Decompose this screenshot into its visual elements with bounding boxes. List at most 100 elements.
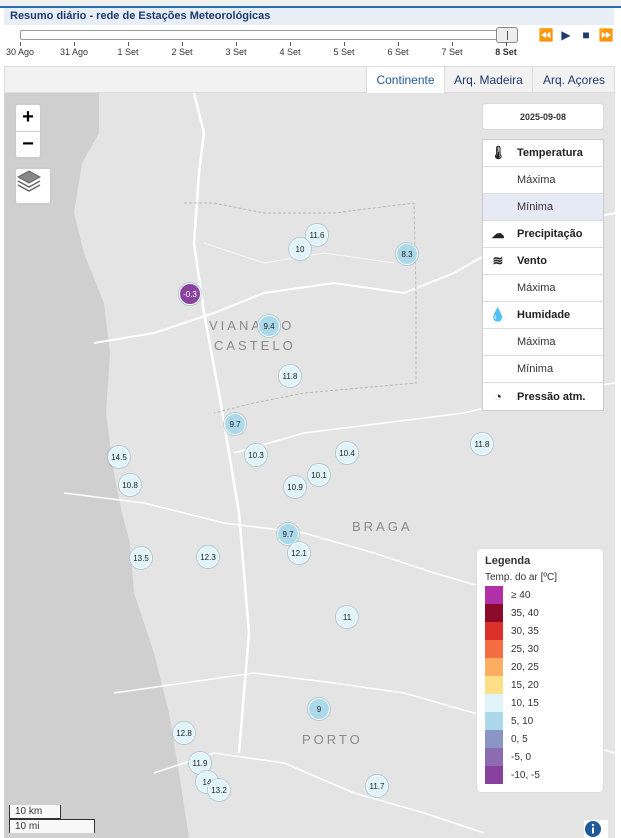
- variable-selector: 🌡 Temperatura Máxima Mínima ☁ Precipitação…: [482, 139, 604, 411]
- station-marker[interactable]: 9.7: [277, 523, 299, 545]
- legend-swatch: [485, 766, 503, 784]
- thermometer-icon: 🌡: [489, 145, 507, 160]
- timeline-tick: [236, 42, 237, 46]
- variable-temperature-max[interactable]: Máxima: [483, 167, 603, 194]
- timeline-label[interactable]: 30 Ago: [5, 47, 35, 57]
- station-marker[interactable]: 12.3: [197, 546, 219, 568]
- timeline-tick: [290, 42, 291, 46]
- timeline-label[interactable]: 6 Set: [387, 47, 409, 57]
- timeline-tick: [398, 42, 399, 46]
- legend-label: 10, 15: [511, 697, 539, 709]
- timeline-label[interactable]: 5 Set: [333, 47, 355, 57]
- legend-title: Legenda: [485, 555, 531, 567]
- variable-temperature[interactable]: 🌡 Temperatura: [483, 140, 603, 167]
- tab-arq-acores[interactable]: Arq. Açores: [532, 67, 615, 93]
- info-button[interactable]: [584, 820, 608, 838]
- page-title: Resumo diário - rede de Estações Meteoro…: [4, 8, 614, 25]
- stop-icon[interactable]: ■: [582, 28, 590, 42]
- timeline-slider-handle[interactable]: [496, 27, 518, 43]
- fast-forward-icon[interactable]: ⏩: [598, 28, 614, 42]
- legend-subtitle: Temp. do ar [ºC]: [485, 572, 558, 583]
- legend-label: ≥ 40: [511, 589, 531, 601]
- station-marker[interactable]: 11.8: [279, 365, 301, 387]
- legend-swatch: [485, 640, 503, 658]
- timeline-label[interactable]: 31 Ago: [59, 47, 89, 57]
- station-marker[interactable]: 12.8: [173, 722, 195, 744]
- layers-button[interactable]: [14, 167, 52, 205]
- station-marker[interactable]: 10: [289, 238, 311, 260]
- legend-swatch: [485, 676, 503, 694]
- legend-item: 0, 5: [485, 730, 595, 748]
- road-secondary: [63, 492, 505, 594]
- play-icon[interactable]: ▶: [561, 28, 571, 42]
- ocean-area: [4, 93, 189, 838]
- station-marker[interactable]: 10.1: [308, 464, 330, 486]
- legend-swatch: [485, 604, 503, 622]
- top-accent-bar: [0, 0, 621, 8]
- station-marker[interactable]: 10.8: [119, 474, 141, 496]
- variable-temperature-min[interactable]: Mínima: [483, 194, 603, 221]
- timeline-tick: [452, 42, 453, 46]
- zoom-out-button[interactable]: −: [16, 131, 40, 157]
- legend-swatch: [485, 694, 503, 712]
- map-view[interactable]: VIANA DO CASTELO BRAGA PORTO 11.6 10 8.3…: [4, 93, 615, 838]
- timeline-tick: [20, 42, 21, 46]
- station-marker[interactable]: 10.9: [284, 476, 306, 498]
- station-marker[interactable]: 9: [308, 698, 330, 720]
- timeline-label[interactable]: 4 Set: [279, 47, 301, 57]
- station-marker[interactable]: 11.7: [366, 775, 388, 797]
- legend-item: 35, 40: [485, 604, 595, 622]
- zoom-control: + −: [14, 103, 42, 159]
- legend-item: 25, 30: [485, 640, 595, 658]
- station-marker[interactable]: 13.2: [208, 779, 230, 801]
- station-marker[interactable]: 11.9: [189, 752, 211, 774]
- variable-wind[interactable]: ≋ Vento: [483, 248, 603, 275]
- station-marker[interactable]: 10.4: [336, 442, 358, 464]
- legend-item: -5, 0: [485, 748, 595, 766]
- variable-label: Temperatura: [517, 147, 583, 159]
- timeline-tick: [74, 42, 75, 46]
- station-marker[interactable]: 9.7: [224, 413, 246, 435]
- legend-label: 15, 20: [511, 679, 539, 691]
- timeline-label[interactable]: 1 Set: [117, 47, 139, 57]
- station-marker[interactable]: 11.8: [471, 433, 493, 455]
- legend-label: -5, 0: [511, 751, 532, 763]
- station-marker[interactable]: -0.3: [179, 283, 201, 305]
- station-marker[interactable]: 11.6: [306, 224, 328, 246]
- station-marker[interactable]: 12.1: [288, 542, 310, 564]
- timeline-track[interactable]: [20, 30, 518, 40]
- variable-precipitation[interactable]: ☁ Precipitação: [483, 221, 603, 248]
- tab-continente[interactable]: Continente: [366, 67, 444, 93]
- station-marker[interactable]: 13.5: [130, 547, 152, 569]
- variable-pressure[interactable]: ◔ Pressão atm.: [483, 383, 603, 410]
- legend-item: 15, 20: [485, 676, 595, 694]
- date-display: 2025-09-08: [482, 103, 604, 130]
- timeline-label[interactable]: 7 Set: [441, 47, 463, 57]
- variable-humidity-min[interactable]: Mínima: [483, 356, 603, 383]
- legend-panel: Legenda Temp. do ar [ºC] ≥ 40 35, 40 30,…: [476, 548, 604, 793]
- scale-km: 10 km: [9, 805, 61, 819]
- timeline-label[interactable]: 3 Set: [225, 47, 247, 57]
- timeline-label[interactable]: 2 Set: [171, 47, 193, 57]
- variable-humidity[interactable]: 💧 Humidade: [483, 302, 603, 329]
- timeline-label-selected[interactable]: 8 Set: [495, 47, 517, 57]
- scale-mi: 10 mi: [9, 819, 95, 833]
- station-marker[interactable]: 14.5: [108, 446, 130, 468]
- station-marker[interactable]: 10.3: [245, 444, 267, 466]
- legend-item: 30, 35: [485, 622, 595, 640]
- variable-humidity-max[interactable]: Máxima: [483, 329, 603, 356]
- variable-wind-max[interactable]: Máxima: [483, 275, 603, 302]
- region-tabs: Continente Arq. Madeira Arq. Açores: [4, 66, 615, 93]
- station-marker[interactable]: 9.4: [258, 315, 280, 337]
- legend-swatch: [485, 712, 503, 730]
- legend-label: 30, 35: [511, 625, 539, 637]
- rewind-icon[interactable]: ⏪: [538, 28, 554, 42]
- tab-arq-madeira[interactable]: Arq. Madeira: [444, 67, 532, 93]
- scale-bar: 10 km 10 mi: [9, 805, 95, 833]
- humidity-drop-icon: 💧: [489, 307, 507, 322]
- station-marker[interactable]: 11: [336, 606, 358, 628]
- timeline[interactable]: 30 Ago 31 Ago 1 Set 2 Set 3 Set 4 Set 5 …: [0, 26, 621, 64]
- zoom-in-button[interactable]: +: [22, 106, 34, 128]
- station-marker[interactable]: 8.3: [396, 243, 418, 265]
- legend-item: 20, 25: [485, 658, 595, 676]
